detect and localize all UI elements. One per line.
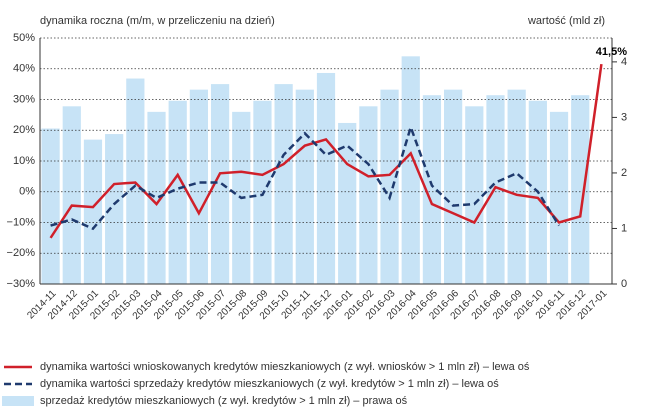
y-tick-label: 40% (13, 63, 35, 75)
data-label: 41,5% (596, 46, 627, 58)
y-tick-label: −10% (7, 216, 36, 228)
y-tick-label: 0% (19, 186, 35, 198)
line-series (50, 123, 561, 231)
bar (338, 122, 357, 284)
y2-tick-label: 0 (621, 278, 627, 290)
bar (295, 89, 314, 284)
bar (210, 84, 230, 284)
legend-swatch (2, 396, 34, 406)
bar (147, 111, 166, 284)
y2-tick-label: 2 (621, 167, 627, 179)
bar (83, 139, 103, 284)
y2-tick-label: 3 (621, 111, 627, 123)
bar (126, 78, 145, 284)
bar (274, 84, 293, 284)
bar (105, 134, 124, 284)
bar (444, 89, 463, 284)
bar (168, 100, 187, 284)
bar (359, 106, 378, 284)
bar (189, 89, 208, 284)
bar (549, 111, 569, 284)
legend-label: dynamika wartości wnioskowanych kredytów… (40, 361, 530, 373)
legend-label: sprzedaż kredytów mieszkaniowych (z wył.… (40, 395, 408, 407)
bar (41, 128, 60, 284)
y2-axis-label: wartość (mld zł) (527, 15, 605, 27)
y-tick-label: 10% (13, 155, 35, 167)
y-tick-label: 50% (13, 32, 35, 44)
bar (465, 106, 484, 284)
bar (316, 72, 336, 285)
y-tick-label: −20% (7, 247, 36, 259)
bar (571, 95, 590, 285)
bar (486, 95, 505, 285)
y-tick-label: 30% (13, 93, 35, 105)
legend-label: dynamika wartości sprzedaży kredytów mie… (40, 378, 499, 390)
y2-tick-label: 4 (621, 56, 627, 68)
y2-tick-label: 1 (621, 222, 627, 234)
y-tick-label: 20% (13, 124, 35, 136)
bar (380, 89, 399, 284)
bar (401, 56, 420, 284)
y-tick-label: −30% (7, 278, 36, 290)
bar (507, 89, 526, 284)
y-axis-label: dynamika roczna (m/m, w przeliczeniu na … (40, 15, 275, 27)
bar (422, 95, 442, 285)
bar (62, 106, 81, 284)
